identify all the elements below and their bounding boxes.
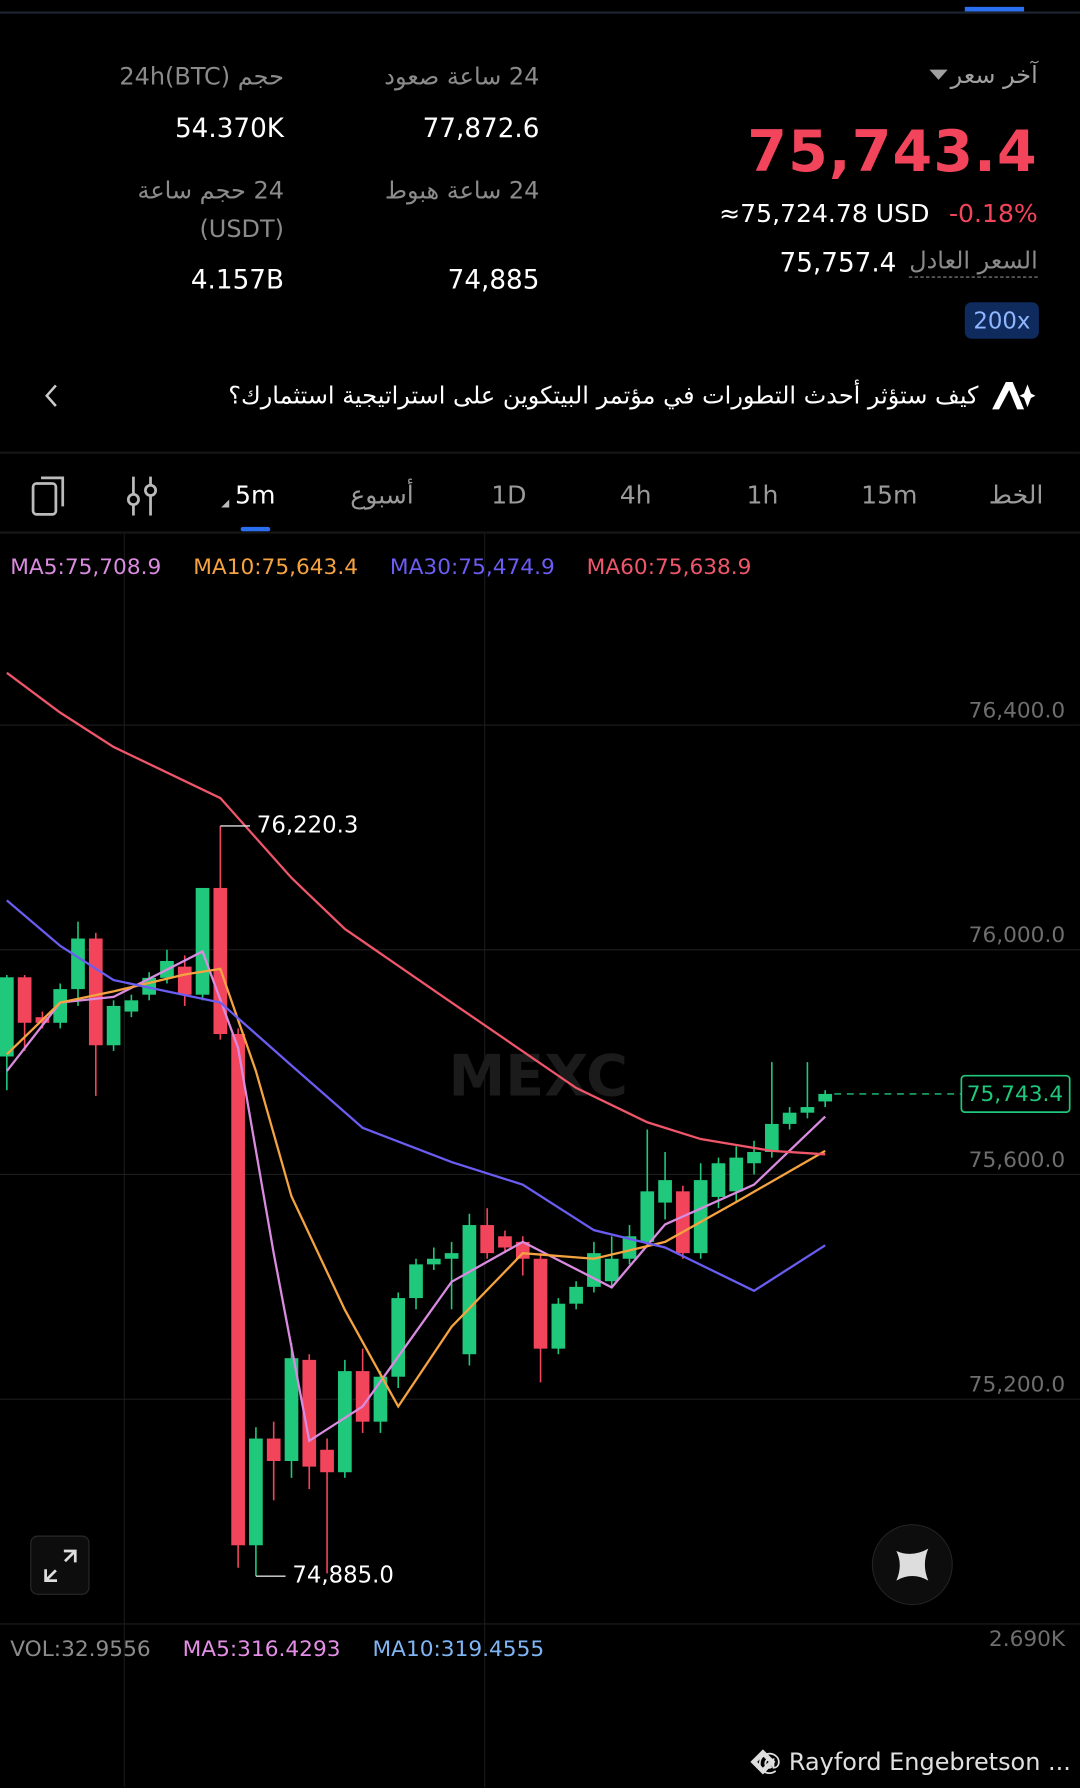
usd-equivalent: ≈75,724.78 USD [719,200,930,229]
interval-tab[interactable]: 1h [746,481,779,511]
price-tag [960,1074,1071,1114]
candle-body [177,966,192,995]
y-tick-label: 76,400.0 [969,698,1065,723]
candle-body [231,1034,245,1546]
volume-legend: MA5:316.4293 [183,1637,341,1662]
candle-body [444,1253,459,1259]
candle-body [17,977,32,1023]
candle-body [71,938,85,990]
interval-tab[interactable]: 1D [491,481,527,511]
candle-body [551,1303,566,1349]
ma-line [5,949,826,1443]
candle-body [391,1298,406,1377]
stat-value: 77,872.6 [422,114,540,144]
fair-price-label[interactable]: السعر العادل [909,247,1038,278]
ma-legend: MA5:75,708.9 [10,555,161,580]
candle-body [622,1236,637,1259]
last-price: 75,743.4 [747,118,1038,185]
active-tab-underline [240,526,271,532]
chevron[interactable] [43,383,59,408]
candle-body [53,989,68,1023]
stat-label: 24 ساعة صعود [384,62,540,91]
interval-tab[interactable]: الخط [988,481,1044,511]
fair-price: 75,757.4 [779,248,897,279]
candle-body [693,1180,708,1254]
tools-button[interactable] [871,1524,953,1606]
interval-tab[interactable]: أسبوع [350,481,414,511]
candle-body [249,1438,263,1546]
candle-body [0,977,14,1057]
candle-body [782,1112,797,1124]
interval-tab[interactable]: 5m [235,481,276,511]
candle-body [604,1258,619,1282]
stat-value: 54.370K [174,114,284,144]
candle-body [764,1123,779,1153]
news-banner[interactable]: كيف ستؤثر أحدث التطورات في مؤتمر البيتكو… [228,382,979,410]
candle-body [480,1225,495,1254]
candle-body [88,938,103,1046]
candle-body [587,1253,601,1287]
interval-tab[interactable]: 4h [619,481,652,511]
footer-credit: @ Rayford Engebretson ... [757,1748,1071,1776]
price-tag-label: 75,743.4 [967,1082,1063,1107]
volume-legend: MA10:319.4555 [372,1637,544,1662]
candle-body [426,1258,441,1265]
annotation-label: 74,885.0 [292,1563,394,1589]
price-change: -0.18% [949,200,1038,229]
ma-line [6,899,826,1293]
candle-body [195,887,210,995]
volume-axis-label: 2.690K [989,1627,1066,1652]
tab-indicator [964,6,1025,12]
stat-label: 24 ساعة هبوط [384,176,540,205]
candle-body [124,1000,139,1012]
stat-label: 24 حجم ساعة (USDT) [137,176,284,243]
candle-body [106,1005,121,1046]
leverage-badge[interactable]: 200x [964,302,1039,339]
ma-legend: MA10:75,643.4 [193,555,358,580]
logo-icon [750,1749,776,1775]
candle-body [284,1358,299,1462]
dropdown-caret [929,69,948,80]
stat-value: 74,885 [447,265,540,296]
top-divider [0,11,1080,14]
candle-body [409,1264,423,1299]
settings-icon[interactable] [125,474,159,517]
candle-body [711,1163,726,1197]
candle-body [533,1258,548,1349]
candle-body [266,1438,281,1462]
fullscreen-button[interactable] [30,1535,92,1597]
ma-legend: MA60:75,638.9 [587,555,752,580]
candle-body [640,1191,655,1242]
volume-legend: VOL:32.9556 [10,1637,150,1662]
candle-body [818,1093,833,1102]
candle-body [498,1236,512,1248]
stat-label: حجم 24h(BTC) [119,62,284,91]
candle-body [729,1157,744,1192]
y-tick-label: 75,200.0 [969,1373,1065,1398]
stat-value: 4.157B [190,265,284,296]
ai-icon [992,382,1036,410]
candle-body [747,1152,761,1164]
tab-marker [221,499,229,508]
candle-body [569,1286,583,1304]
candle-body [338,1371,352,1473]
candle-body [320,1449,334,1473]
divider [0,451,1080,454]
candle-body [676,1191,690,1254]
ma-line [6,671,826,1156]
candle-body [355,1371,370,1422]
candle-body [213,887,228,1035]
annotation-label: 76,220.3 [257,812,359,838]
candle-body [658,1180,672,1203]
candle-body [462,1225,477,1355]
candle-body [800,1107,815,1113]
clipboard-icon[interactable] [30,474,69,517]
y-tick-label: 76,000.0 [969,923,1065,948]
ma-legend: MA30:75,474.9 [390,555,555,580]
y-tick-label: 75,600.0 [969,1148,1065,1173]
interval-tab[interactable]: 15m [861,481,918,511]
last-price-label[interactable]: آخر سعر [950,61,1038,89]
